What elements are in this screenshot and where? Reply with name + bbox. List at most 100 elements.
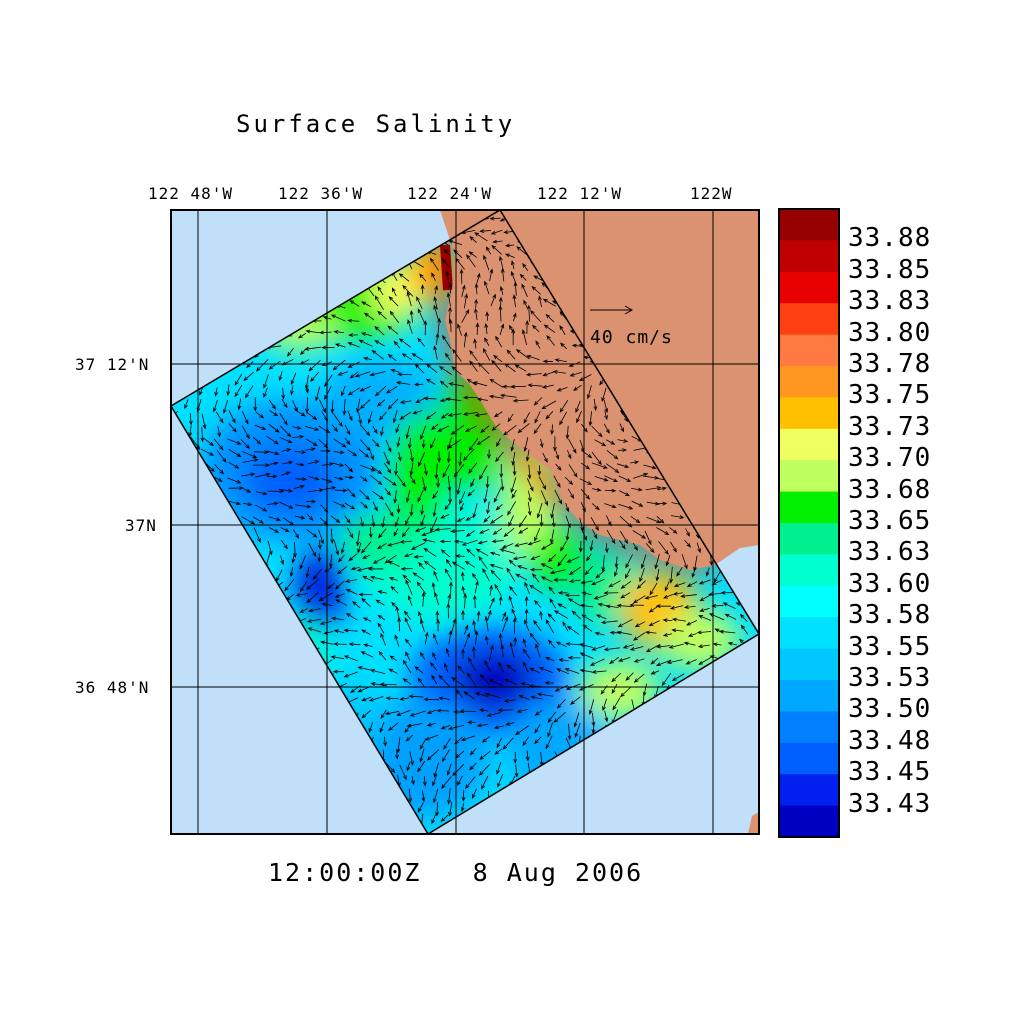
- current-vector: [372, 425, 378, 435]
- current-vector: [649, 582, 658, 596]
- colorbar-swatch: [779, 648, 839, 681]
- current-vector: [534, 710, 543, 716]
- current-vector: [670, 541, 677, 553]
- current-vector: [568, 566, 582, 576]
- current-vector: [488, 679, 503, 686]
- current-vector: [523, 299, 528, 309]
- current-vector: [520, 682, 530, 686]
- current-vector: [490, 569, 502, 582]
- current-vector: [450, 424, 465, 435]
- current-vector: [403, 610, 411, 620]
- current-vector: [618, 656, 631, 662]
- current-vector: [629, 646, 644, 651]
- current-vector: [631, 500, 644, 507]
- current-vector: [522, 638, 527, 648]
- current-vector: [562, 621, 569, 632]
- current-vector: [361, 554, 371, 559]
- current-vector: [620, 580, 632, 589]
- current-vector: [306, 618, 322, 623]
- current-vector: [348, 333, 359, 337]
- current-vector: [591, 725, 596, 735]
- current-vector: [604, 410, 608, 421]
- current-vector: [214, 387, 219, 397]
- current-vector: [432, 490, 439, 500]
- current-vector: [359, 385, 371, 392]
- current-vector: [452, 348, 462, 362]
- current-vector: [355, 530, 360, 547]
- current-vector: [498, 255, 504, 271]
- current-vector: [486, 712, 501, 717]
- current-vector: [419, 618, 425, 632]
- current-vector: [384, 488, 391, 496]
- current-vector: [479, 750, 491, 760]
- current-vector: [542, 452, 548, 464]
- current-vector: [654, 553, 660, 570]
- current-vector: [226, 384, 231, 397]
- current-vector: [200, 426, 205, 443]
- current-vector: [484, 635, 489, 645]
- current-vector: [496, 438, 501, 448]
- current-vector: [384, 554, 397, 564]
- current-vector: [686, 620, 697, 626]
- current-vector: [419, 748, 425, 763]
- current-vector: [263, 387, 268, 399]
- current-vector: [347, 449, 358, 457]
- current-vector: [346, 527, 354, 539]
- current-vector: [376, 399, 386, 407]
- current-vector: [510, 439, 515, 452]
- current-vector: [425, 378, 436, 385]
- current-vector: [358, 448, 370, 458]
- current-vector: [718, 629, 736, 634]
- current-vector: [466, 254, 476, 268]
- current-vector: [388, 668, 398, 674]
- current-vector: [391, 287, 397, 297]
- current-vector: [578, 374, 592, 381]
- current-vector: [489, 378, 504, 388]
- current-vector: [409, 503, 414, 517]
- current-vector: [234, 384, 243, 398]
- current-vector: [523, 661, 529, 673]
- current-vector: [671, 628, 684, 633]
- current-vector: [441, 749, 450, 763]
- current-vector: [468, 462, 478, 474]
- current-vector: [477, 540, 488, 545]
- current-vector: [508, 515, 514, 527]
- current-vector: [420, 284, 425, 294]
- current-vector: [616, 463, 630, 469]
- current-vector: [253, 527, 261, 544]
- current-vector: [588, 411, 593, 427]
- current-vector: [399, 764, 407, 781]
- current-vector: [656, 527, 670, 536]
- current-vector: [280, 425, 292, 438]
- current-vector: [361, 332, 373, 337]
- current-vector: [279, 413, 288, 426]
- current-vector: [436, 477, 441, 489]
- current-vector: [594, 631, 605, 636]
- current-vector: [553, 712, 566, 723]
- current-vector: [281, 460, 294, 465]
- current-vector: [538, 476, 547, 490]
- current-vector: [387, 398, 399, 410]
- current-vector: [375, 599, 385, 606]
- current-vector: [423, 463, 428, 476]
- current-vector: [616, 630, 632, 636]
- current-vector: [720, 590, 735, 595]
- current-vector: [337, 554, 345, 563]
- current-vector: [330, 528, 334, 544]
- current-vector: [461, 790, 466, 802]
- current-vector: [549, 598, 557, 609]
- current-vector: [557, 603, 567, 609]
- current-vector: [347, 410, 353, 422]
- current-vector: [414, 666, 424, 674]
- current-vector: [699, 607, 710, 612]
- current-vector: [640, 554, 647, 569]
- current-vector: [440, 514, 450, 519]
- colorbar-swatch: [779, 617, 839, 650]
- current-vector: [369, 575, 384, 581]
- current-vector: [278, 371, 283, 382]
- lon-label: 122W: [690, 184, 733, 203]
- current-vector: [308, 543, 317, 558]
- current-vector: [547, 722, 553, 738]
- current-vector: [423, 560, 437, 570]
